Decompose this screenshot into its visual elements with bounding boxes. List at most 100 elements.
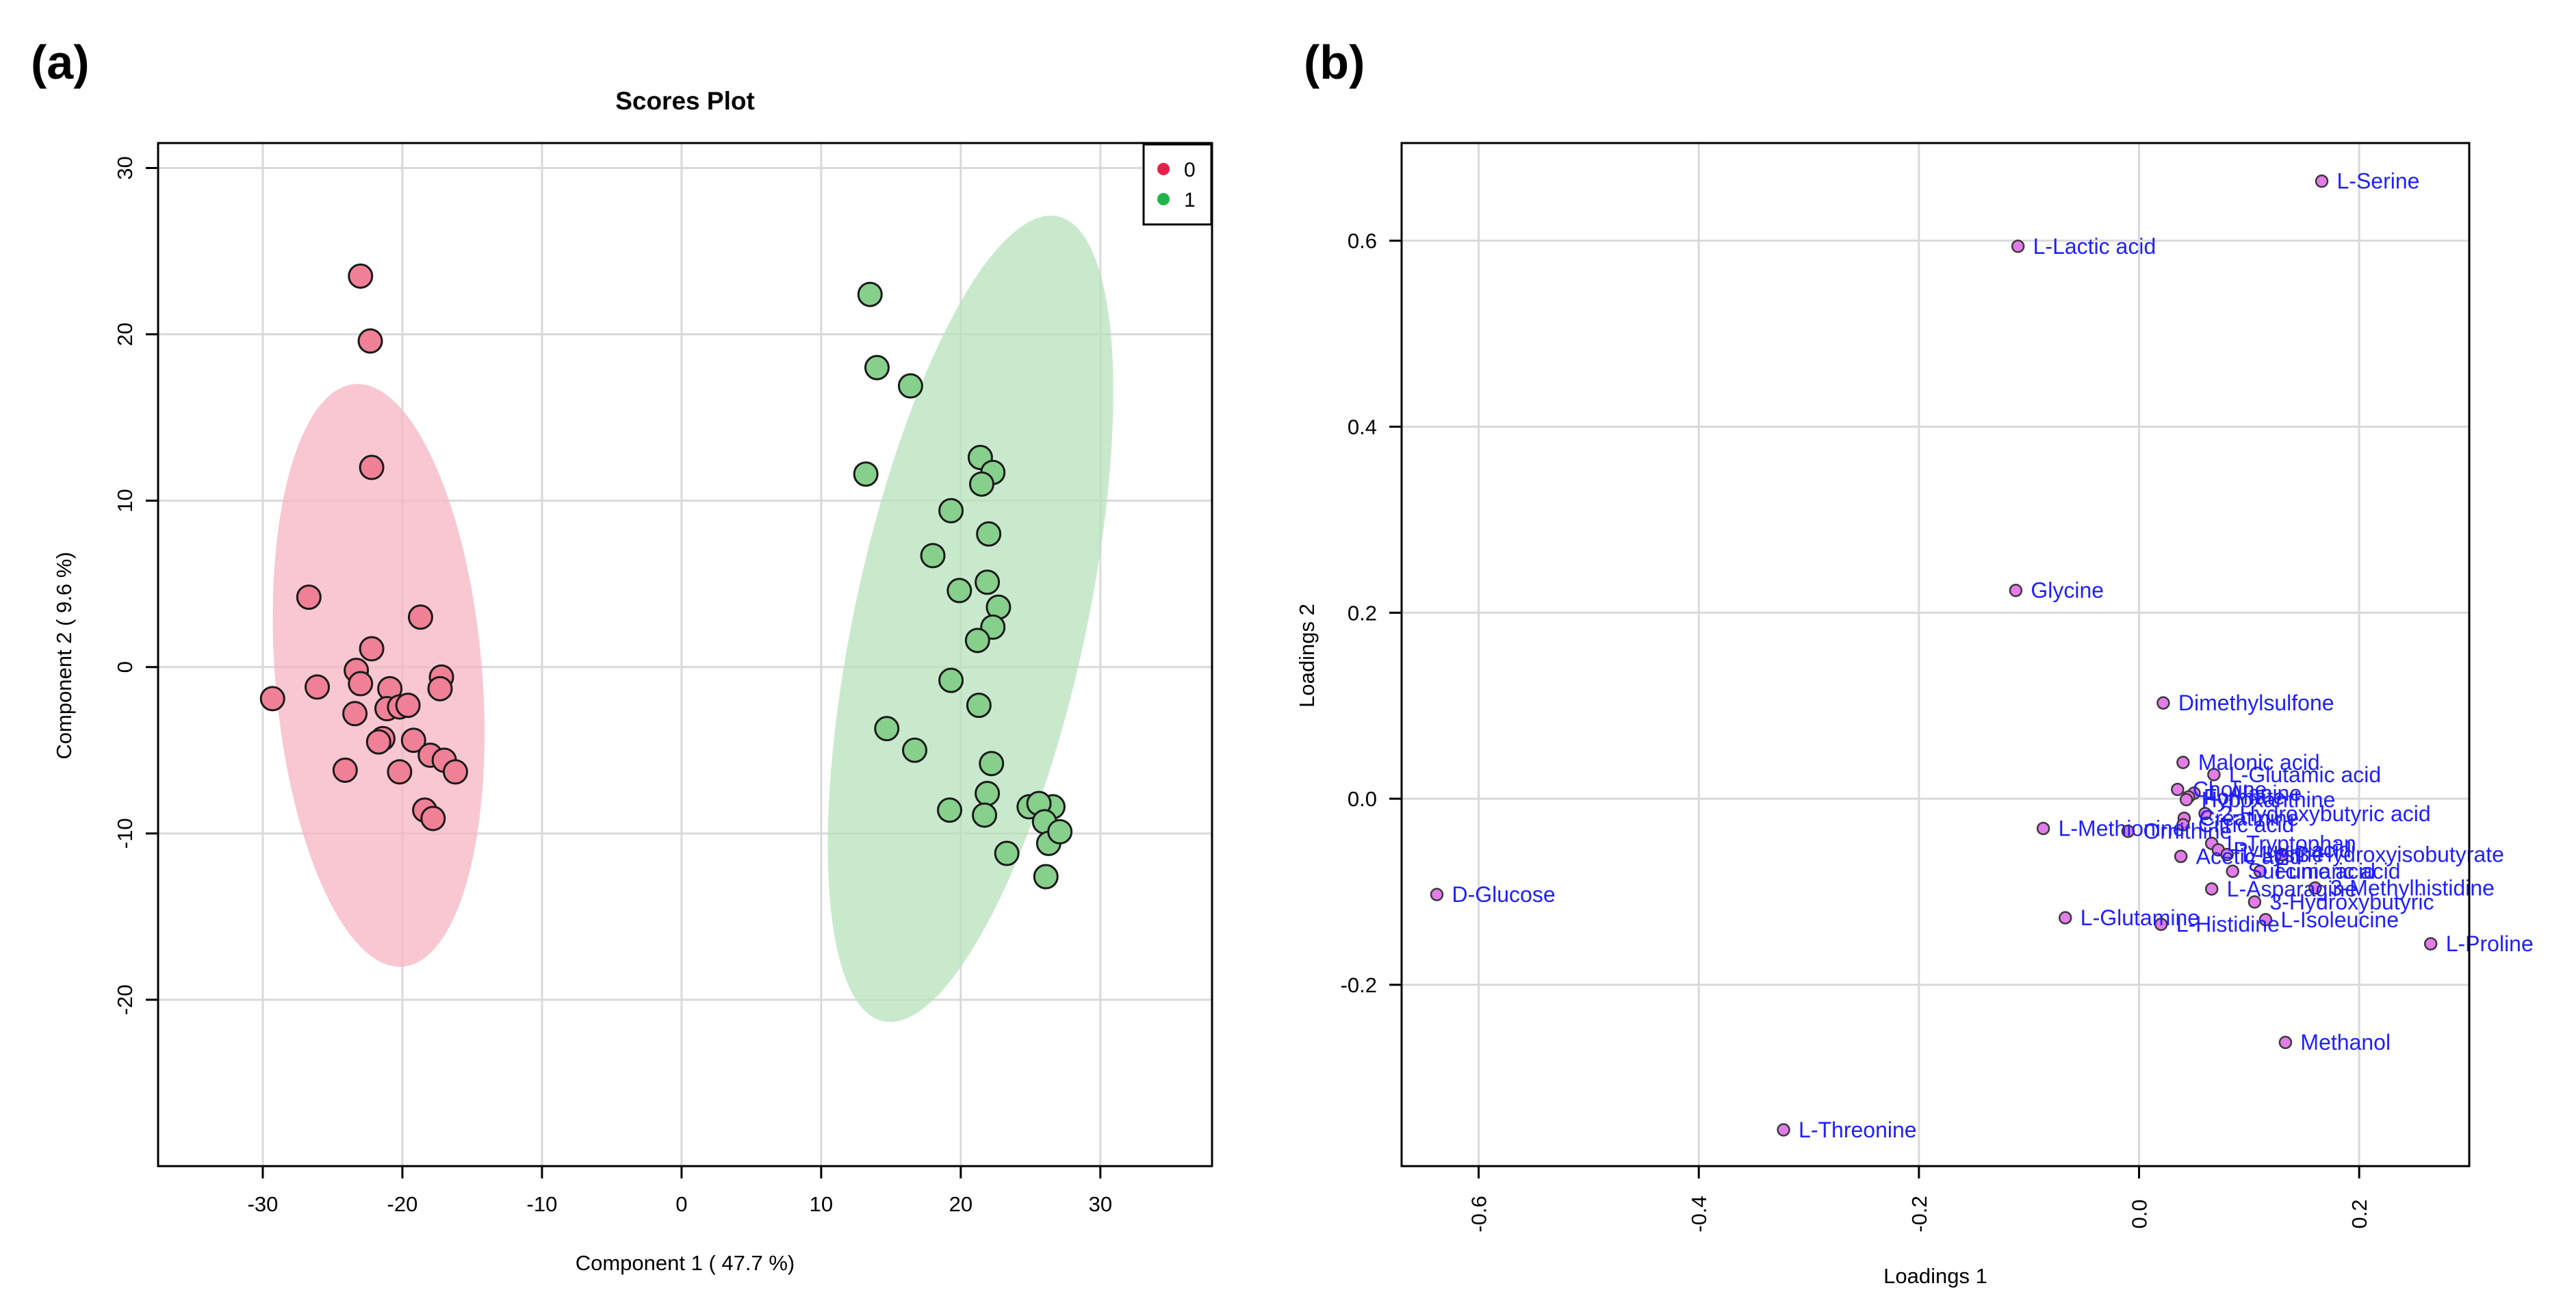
scores-plot-frame — [157, 142, 1213, 1167]
loadings-x-tick-label: 0.2 — [2347, 1199, 2371, 1228]
scores-points — [259, 263, 1073, 890]
loading-point — [2009, 583, 2023, 597]
loading-label: L-Methionine — [2059, 816, 2185, 841]
score-point-group-1 — [857, 281, 883, 307]
panel-label-a: (a) — [31, 36, 90, 89]
loading-point — [2247, 895, 2262, 909]
legend-box — [1142, 143, 1213, 226]
loading-label: 3-Hydroxybutyric — [2269, 890, 2434, 914]
score-point-group-1 — [1047, 818, 1073, 844]
scores-legend: 0 1 — [1142, 143, 1213, 226]
loading-point — [2258, 913, 2273, 927]
score-point-group-1 — [968, 471, 994, 497]
score-point-group-1 — [979, 751, 1005, 777]
scores-plot: Scores Plot -30 -20 -10 0 10 20 30 30 20 10 0 -10 -… — [52, 87, 1213, 1275]
panel-label-b: (b) — [1304, 36, 1365, 89]
score-point-group-1 — [920, 543, 946, 569]
score-point-group-1 — [937, 797, 963, 823]
score-point-group-0 — [259, 686, 285, 712]
score-point-group-1 — [897, 373, 923, 399]
scores-plot-title: Scores Plot — [615, 87, 755, 115]
loading-label: L-Histidine — [2176, 912, 2280, 937]
loading-label: L-Isoleucine — [2280, 907, 2399, 932]
loading-label: Acetic acid — [2196, 844, 2302, 868]
loadings-y-tick-label: 0.0 — [1348, 787, 1377, 811]
loading-point — [2204, 882, 2219, 896]
loading-point — [2198, 807, 2212, 821]
score-point-group-1 — [976, 521, 1002, 547]
score-point-group-1 — [864, 354, 890, 380]
score-point-group-1 — [874, 716, 900, 742]
loading-label: L-Proline — [2446, 931, 2534, 956]
scores-x-ticks: -30 -20 -10 0 10 20 30 — [248, 1166, 1112, 1216]
loading-point — [2036, 821, 2050, 836]
loading-point — [2011, 240, 2025, 253]
loading-point — [1430, 888, 1444, 901]
scores-x-tick-label: 20 — [949, 1192, 973, 1216]
legend-label-0: 0 — [1184, 159, 1196, 181]
scores-x-tick-label: -20 — [387, 1192, 418, 1216]
score-point-group-1 — [994, 840, 1020, 866]
score-point-group-1 — [966, 693, 992, 719]
score-point-group-1 — [975, 780, 1001, 806]
loadings-y-tick-label: 0.2 — [1348, 601, 1377, 625]
scores-x-tick-label: -30 — [248, 1192, 279, 1216]
score-point-group-0 — [305, 674, 331, 700]
score-point-group-1 — [938, 498, 964, 524]
score-point-group-0 — [348, 671, 374, 697]
score-point-group-1 — [938, 667, 964, 693]
scores-x-tick-label: -10 — [527, 1192, 558, 1216]
loadings-y-tick-label: -0.2 — [1341, 973, 1377, 997]
scores-y-tick-label: -20 — [113, 985, 137, 1016]
loading-label: L-Glutamine — [2081, 905, 2200, 930]
score-point-group-1 — [1033, 864, 1059, 890]
loading-point — [2176, 756, 2190, 769]
scores-x-axis-label: Component 1 ( 47.7 %) — [576, 1251, 795, 1275]
loading-point — [2179, 792, 2193, 807]
loading-point — [2226, 864, 2239, 878]
loading-label: Formate — [2204, 784, 2285, 809]
loadings-grid — [1402, 143, 2469, 1166]
loading-label: L-Tryptophan — [2227, 831, 2356, 855]
loadings-y-tick-label: 0.6 — [1348, 229, 1377, 253]
scores-y-tick-label: 0 — [113, 661, 137, 673]
scores-x-tick-label: 0 — [675, 1192, 687, 1216]
loading-label: Ornithine — [2143, 819, 2232, 844]
loading-point — [2315, 174, 2329, 188]
loading-point — [2220, 847, 2234, 862]
loading-label: L-Asparagine — [2227, 877, 2357, 901]
scores-y-tick-label: -10 — [113, 818, 137, 849]
score-point-group-0 — [400, 727, 426, 753]
loadings-x-tick-label: -0.6 — [1467, 1196, 1491, 1232]
loading-label: Malonic acid — [2198, 750, 2320, 775]
score-point-group-0 — [365, 729, 391, 755]
score-point-group-0 — [357, 328, 383, 354]
loading-label: L-Lysine — [2242, 842, 2324, 867]
score-point-group-0 — [407, 604, 433, 630]
score-point-group-0 — [387, 759, 413, 785]
loadings-plot: L-Serine L-Lactic acid Glycine Dimethylsulf… — [1295, 142, 2534, 1288]
loadings-labels: L-Serine L-Lactic acid Glycine Dimethylsulf… — [1452, 169, 2533, 1142]
score-point-group-0 — [420, 805, 446, 831]
score-point-group-1 — [964, 628, 990, 654]
loading-label: Dimethylsulfone — [2178, 691, 2334, 715]
score-point-group-1 — [853, 461, 879, 487]
loading-point — [2174, 849, 2188, 864]
loading-label: Fumaric acid — [2275, 859, 2400, 883]
loading-point — [2176, 818, 2190, 831]
scores-y-ticks: 30 20 10 0 -10 -20 — [113, 156, 158, 1015]
loading-point — [2275, 847, 2289, 862]
score-point-group-0 — [359, 454, 385, 480]
score-point-group-0 — [332, 757, 358, 783]
loading-label: D-Glucose — [1452, 882, 1555, 907]
score-point-group-0 — [342, 701, 368, 727]
loading-point — [2278, 1035, 2293, 1049]
scores-x-tick-label: 30 — [1089, 1192, 1112, 1216]
score-point-group-0 — [348, 263, 374, 289]
loading-point — [2154, 917, 2168, 931]
scores-x-tick-label: 10 — [810, 1192, 833, 1216]
loading-point — [2156, 696, 2170, 710]
loadings-x-tick-label: -0.2 — [1907, 1196, 1931, 1232]
loadings-x-tick-label: -0.4 — [1687, 1196, 1711, 1232]
